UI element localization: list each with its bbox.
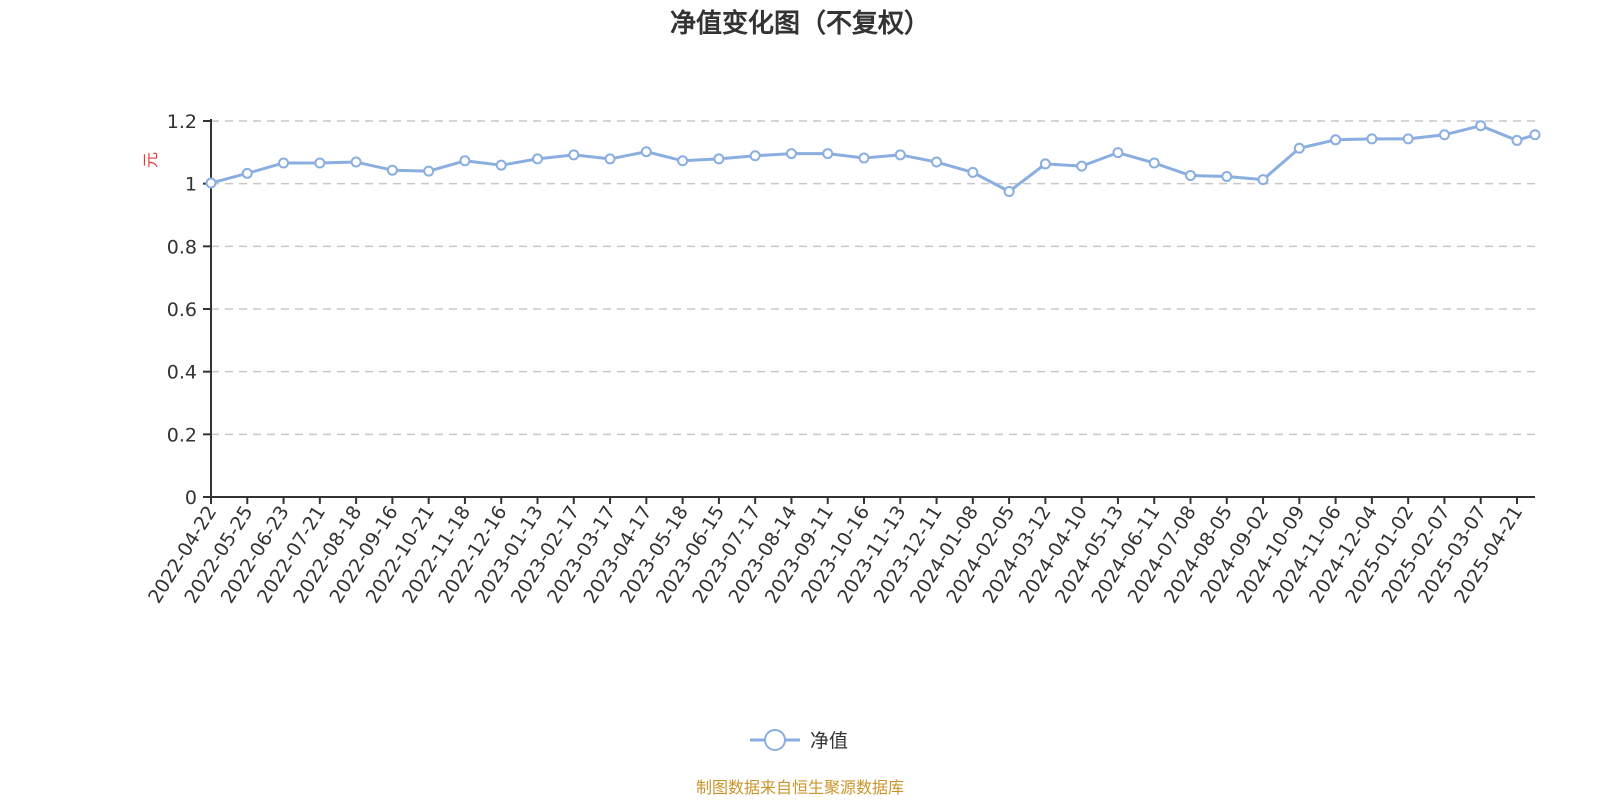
data-point[interactable] [1475,120,1487,132]
data-point[interactable] [1076,160,1088,172]
data-point[interactable] [1148,157,1160,169]
data-point[interactable] [894,149,906,161]
data-point[interactable] [677,155,689,167]
data-point[interactable] [205,177,217,189]
y-tick-label: 0.6 [167,299,197,321]
data-point[interactable] [1511,134,1523,146]
data-point[interactable] [386,164,398,176]
data-point[interactable] [858,152,870,164]
series-line [210,124,1536,193]
data-point[interactable] [713,153,725,165]
source-note: 制图数据来自恒生聚源数据库 [696,778,904,797]
data-point[interactable] [423,165,435,177]
data-point[interactable] [1529,129,1541,141]
y-tick-label: 0.4 [167,362,197,384]
y-tick-label: 1.2 [167,111,197,133]
chart-title: 净值变化图（不复权） [670,8,930,39]
y-axis-label: 元 [141,152,160,168]
data-point[interactable] [1330,134,1342,146]
data-point[interactable] [495,159,507,171]
data-point[interactable] [459,155,471,167]
y-tick-label: 1 [185,174,197,196]
data-point[interactable] [1257,174,1269,186]
data-point[interactable] [1293,142,1305,154]
data-point[interactable] [931,156,943,168]
data-point[interactable] [604,153,616,165]
legend[interactable]: 净值 [750,729,848,752]
data-point[interactable] [1003,186,1015,197]
data-point[interactable] [1039,158,1051,170]
data-point[interactable] [1221,170,1233,182]
data-point[interactable] [640,146,652,158]
y-tick-label: 0.2 [167,424,197,446]
data-point[interactable] [1366,133,1378,145]
data-point[interactable] [822,148,834,160]
data-point[interactable] [1402,133,1414,145]
data-point[interactable] [967,166,979,178]
legend-label: 净值 [810,730,848,752]
legend-marker-icon [764,729,786,751]
y-tick-label: 0 [185,487,197,509]
data-point[interactable] [241,167,253,179]
y-tick-label: 0.8 [167,236,197,258]
data-point[interactable] [749,150,761,162]
data-point[interactable] [1185,170,1196,182]
data-point[interactable] [785,148,797,160]
data-point[interactable] [1438,129,1450,141]
data-point[interactable] [1112,147,1124,159]
data-point[interactable] [532,153,543,165]
data-point[interactable] [278,157,290,169]
data-point[interactable] [314,157,326,169]
data-point[interactable] [350,156,362,168]
data-point[interactable] [568,149,580,161]
